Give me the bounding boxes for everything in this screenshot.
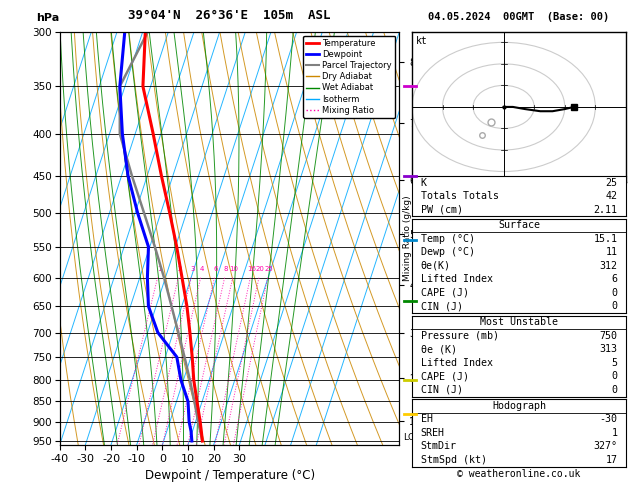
Text: 8: 8 bbox=[224, 266, 228, 272]
X-axis label: Dewpoint / Temperature (°C): Dewpoint / Temperature (°C) bbox=[145, 469, 314, 482]
Text: θe(K): θe(K) bbox=[421, 261, 450, 271]
Y-axis label: km
ASL: km ASL bbox=[418, 229, 440, 247]
Text: 10: 10 bbox=[230, 266, 238, 272]
Text: kt: kt bbox=[416, 36, 428, 46]
Text: 11: 11 bbox=[605, 247, 617, 258]
Text: 16: 16 bbox=[247, 266, 256, 272]
Text: Totals Totals: Totals Totals bbox=[421, 191, 499, 201]
Text: 25: 25 bbox=[605, 177, 617, 188]
Text: 750: 750 bbox=[599, 331, 617, 341]
Text: 0: 0 bbox=[611, 301, 617, 312]
Text: CAPE (J): CAPE (J) bbox=[421, 288, 469, 298]
Text: 0: 0 bbox=[611, 371, 617, 382]
Text: 15.1: 15.1 bbox=[593, 234, 617, 244]
Text: 25: 25 bbox=[265, 266, 274, 272]
Text: CIN (J): CIN (J) bbox=[421, 385, 462, 395]
Text: 5: 5 bbox=[611, 358, 617, 368]
Text: -30: -30 bbox=[599, 414, 617, 424]
Text: hPa: hPa bbox=[36, 13, 59, 23]
Text: 6: 6 bbox=[213, 266, 218, 272]
Text: Pressure (mb): Pressure (mb) bbox=[421, 331, 499, 341]
Text: LCL: LCL bbox=[403, 434, 419, 442]
Text: K: K bbox=[421, 177, 426, 188]
Text: 0: 0 bbox=[611, 288, 617, 298]
Text: 3: 3 bbox=[191, 266, 195, 272]
Text: CAPE (J): CAPE (J) bbox=[421, 371, 469, 382]
Text: © weatheronline.co.uk: © weatheronline.co.uk bbox=[457, 469, 581, 479]
Text: 4: 4 bbox=[200, 266, 204, 272]
Text: 17: 17 bbox=[605, 455, 617, 465]
Text: Mixing Ratio (g/kg): Mixing Ratio (g/kg) bbox=[403, 195, 411, 281]
Text: PW (cm): PW (cm) bbox=[421, 205, 462, 214]
Text: Lifted Index: Lifted Index bbox=[421, 358, 493, 368]
Text: 0: 0 bbox=[611, 385, 617, 395]
Text: 2.11: 2.11 bbox=[593, 205, 617, 214]
Text: 312: 312 bbox=[599, 261, 617, 271]
Text: 2: 2 bbox=[177, 266, 182, 272]
Text: 42: 42 bbox=[605, 191, 617, 201]
Text: SREH: SREH bbox=[421, 428, 445, 438]
Text: 1: 1 bbox=[157, 266, 161, 272]
Text: Temp (°C): Temp (°C) bbox=[421, 234, 474, 244]
Text: 04.05.2024  00GMT  (Base: 00): 04.05.2024 00GMT (Base: 00) bbox=[428, 12, 610, 22]
Text: 1: 1 bbox=[611, 428, 617, 438]
Text: Dewp (°C): Dewp (°C) bbox=[421, 247, 474, 258]
Text: CIN (J): CIN (J) bbox=[421, 301, 462, 312]
Text: Surface: Surface bbox=[498, 221, 540, 230]
Text: 6: 6 bbox=[611, 275, 617, 284]
Text: EH: EH bbox=[421, 414, 433, 424]
Text: Most Unstable: Most Unstable bbox=[480, 317, 558, 328]
Legend: Temperature, Dewpoint, Parcel Trajectory, Dry Adiabat, Wet Adiabat, Isotherm, Mi: Temperature, Dewpoint, Parcel Trajectory… bbox=[303, 36, 395, 118]
Text: StmSpd (kt): StmSpd (kt) bbox=[421, 455, 487, 465]
Text: 20: 20 bbox=[256, 266, 265, 272]
Text: θe (K): θe (K) bbox=[421, 345, 457, 354]
Text: 327°: 327° bbox=[593, 441, 617, 451]
Text: 313: 313 bbox=[599, 345, 617, 354]
Text: Hodograph: Hodograph bbox=[492, 401, 546, 411]
Text: Lifted Index: Lifted Index bbox=[421, 275, 493, 284]
Text: StmDir: StmDir bbox=[421, 441, 457, 451]
Text: 39°04'N  26°36'E  105m  ASL: 39°04'N 26°36'E 105m ASL bbox=[128, 9, 331, 22]
